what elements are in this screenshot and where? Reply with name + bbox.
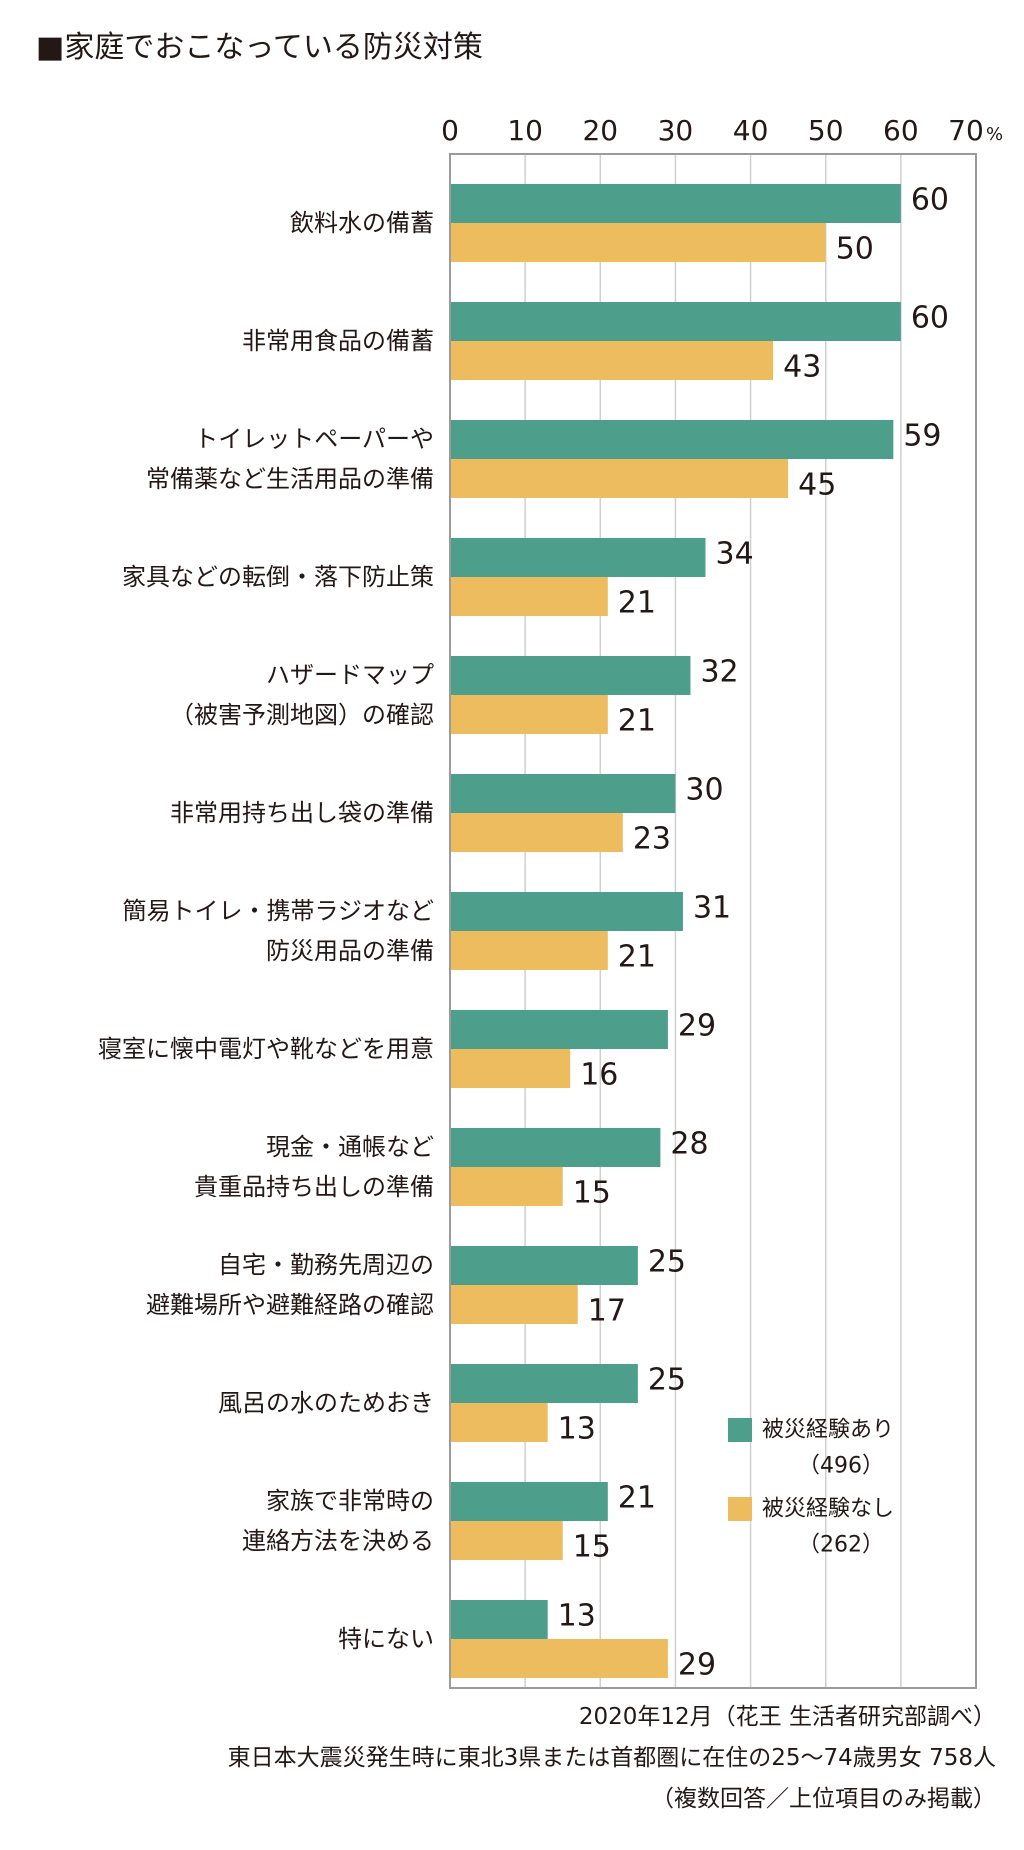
value-label: 45 (798, 468, 836, 503)
bar-affected (450, 1246, 638, 1285)
bar-unaffected (450, 1285, 578, 1324)
value-label: 28 (670, 1127, 708, 1162)
category-label: 非常用食品の備蓄 (242, 327, 434, 355)
category-label: 現金・通帳など (266, 1133, 434, 1161)
bar-affected (450, 1364, 638, 1403)
bar-unaffected (450, 577, 608, 616)
bar-affected (450, 892, 683, 931)
category-label: （被害予測地図）の確認 (170, 701, 434, 729)
chart-title: ■家庭でおこなっている防災対策 (36, 30, 483, 65)
legend-count: （496） (798, 1454, 884, 1479)
value-label: 34 (715, 537, 753, 572)
source-note: 2020年12月（花王 生活者研究部調べ） 東日本大震災発生時に東北3県または首… (228, 1697, 996, 1820)
value-label: 13 (558, 1599, 596, 1634)
bar-affected (450, 1600, 548, 1639)
legend-swatch (728, 1418, 752, 1442)
category-label: 特にない (338, 1625, 434, 1653)
category-label: 飲料水の備蓄 (290, 209, 434, 237)
source-line: 2020年12月（花王 生活者研究部調べ） (578, 1704, 996, 1730)
value-label: 15 (573, 1530, 611, 1565)
legend: 被災経験あり （496） 被災経験なし （262） (728, 1418, 894, 1558)
value-label: 21 (618, 586, 656, 621)
category-label: 家族で非常時の (266, 1487, 434, 1515)
bars (450, 184, 901, 1678)
bar-unaffected (450, 1167, 563, 1206)
bar-unaffected (450, 813, 623, 852)
x-tick-label: 60 (883, 114, 919, 147)
value-label: 29 (678, 1648, 716, 1683)
x-tick-label: 10 (507, 114, 543, 147)
category-label: ハザードマップ (266, 661, 434, 689)
bar-affected (450, 1482, 608, 1521)
x-tick-label: 30 (658, 114, 694, 147)
bar-affected (450, 420, 894, 459)
category-label: 寝室に懐中電灯や靴などを用意 (98, 1035, 434, 1063)
value-label: 13 (558, 1412, 596, 1447)
value-label: 32 (700, 655, 738, 690)
value-labels: 60 50 60 43 59 45 34 21 32 21 30 23 31 21 29 16 28 15 25 17… (558, 183, 949, 1683)
legend-swatch (728, 1497, 752, 1521)
method-line: （複数回答／上位項目のみ掲載） (651, 1786, 996, 1812)
bar-affected (450, 1010, 668, 1049)
category-label: 家具などの転倒・落下防止策 (122, 563, 434, 591)
bar-affected (450, 538, 706, 577)
x-tick-label: 20 (582, 114, 618, 147)
category-label: 常備薬など生活用品の準備 (146, 465, 434, 493)
category-label: トイレットペーパーや (194, 425, 434, 453)
value-label: 25 (648, 1363, 686, 1398)
bar-unaffected (450, 459, 789, 498)
x-tick-unit: % (986, 124, 1003, 145)
value-label: 25 (648, 1245, 686, 1280)
category-label: 貴重品持ち出しの準備 (194, 1173, 434, 1201)
legend-label: 被災経験なし (762, 1497, 894, 1522)
value-label: 21 (618, 940, 656, 975)
category-label: 防災用品の準備 (266, 937, 434, 965)
category-labels: 飲料水の備蓄非常用食品の備蓄トイレットペーパーや常備薬など生活用品の準備家具など… (98, 209, 434, 1653)
x-tick-label: 40 (733, 114, 769, 147)
category-label: 簡易トイレ・携帯ラジオなど (122, 897, 434, 925)
value-label: 50 (836, 232, 874, 267)
bar-unaffected (450, 1639, 668, 1678)
value-label: 59 (903, 419, 941, 454)
value-label: 29 (678, 1009, 716, 1044)
x-tick-label: 70 (948, 114, 984, 147)
bar-affected (450, 656, 691, 695)
bar-unaffected (450, 1049, 571, 1088)
value-label: 43 (783, 350, 821, 385)
bar-unaffected (450, 931, 608, 970)
value-label: 60 (911, 183, 949, 218)
value-label: 17 (588, 1294, 626, 1329)
bar-affected (450, 774, 676, 813)
category-label: 避難場所や避難経路の確認 (146, 1291, 434, 1319)
bar-affected (450, 184, 901, 223)
bar-unaffected (450, 223, 826, 262)
bar-unaffected (450, 695, 608, 734)
x-tick-label: 50 (808, 114, 844, 147)
legend-label: 被災経験あり (762, 1418, 894, 1443)
value-label: 23 (633, 822, 671, 857)
bar-unaffected (450, 341, 774, 380)
value-label: 15 (573, 1176, 611, 1211)
plot-frame (449, 153, 977, 1689)
category-label: 風呂の水のためおき (218, 1389, 434, 1417)
value-label: 31 (693, 891, 731, 926)
x-axis-ticks: 0 10 20 30 40 50 60 70% (441, 114, 1003, 147)
value-label: 30 (685, 773, 723, 808)
value-label: 60 (911, 301, 949, 336)
bar-unaffected (450, 1521, 563, 1560)
value-label: 16 (580, 1058, 618, 1093)
bar-unaffected (450, 1403, 548, 1442)
category-label: 連絡方法を決める (242, 1527, 434, 1555)
x-tick-label: 0 (441, 114, 459, 147)
category-label: 非常用持ち出し袋の準備 (170, 799, 434, 827)
value-label: 21 (618, 704, 656, 739)
bar-affected (450, 1128, 661, 1167)
bar-affected (450, 302, 901, 341)
sample-line: 東日本大震災発生時に東北3県または首都圏に在住の25〜74歳男女 758人 (227, 1745, 996, 1771)
legend-count: （262） (798, 1533, 884, 1558)
category-label: 自宅・勤務先周辺の (218, 1251, 434, 1279)
value-label: 21 (618, 1481, 656, 1516)
